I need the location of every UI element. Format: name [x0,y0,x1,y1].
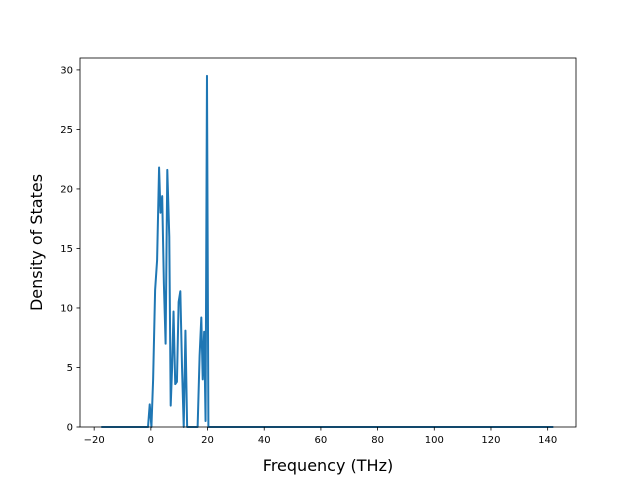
x-tick-label: 100 [425,435,444,446]
series-line-layer [101,74,554,428]
plot-background [80,58,576,427]
y-tick-label: 5 [67,363,73,374]
y-tick-label: 20 [60,184,73,195]
x-tick-label: −20 [84,435,105,446]
dos-series-line-0 [101,74,554,428]
x-tick-label: 60 [315,435,328,446]
y-tick-label: 10 [60,303,73,314]
x-axis-ticks: −20 0 20 40 60 80 100 120 140 [84,427,557,446]
x-tick-label: 0 [148,435,154,446]
x-tick-label: 140 [538,435,557,446]
y-tick-label: 30 [60,65,73,76]
plot-frame [79,57,577,428]
x-tick-label: 40 [258,435,271,446]
x-axis-label: Frequency (THz) [263,456,393,475]
y-tick-label: 25 [60,125,73,136]
y-tick-label: 0 [67,423,73,434]
y-tick-label: 15 [60,244,73,255]
y-axis-ticks: 0 5 10 15 20 25 30 [60,65,80,434]
x-tick-label: 80 [371,435,384,446]
x-tick-label: 120 [481,435,500,446]
x-tick-label: 20 [201,435,214,446]
y-axis-label: Density of States [27,174,46,311]
